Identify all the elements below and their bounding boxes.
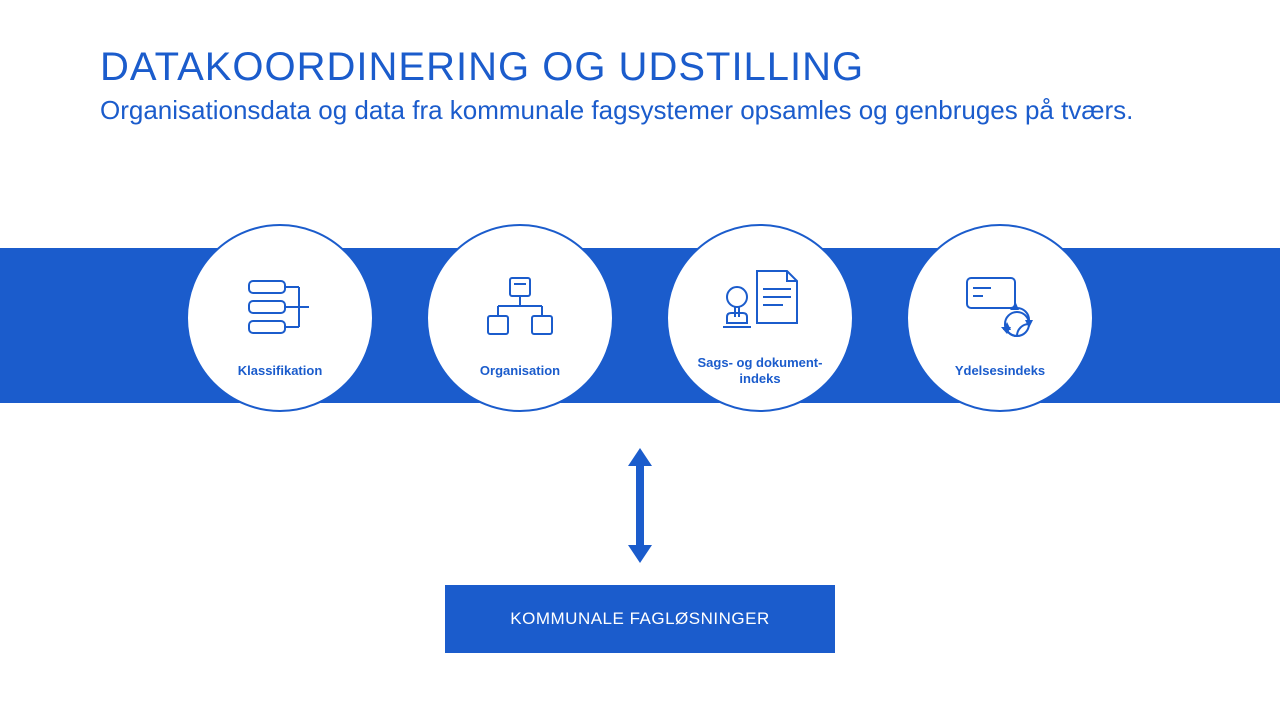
node-label: Organisation	[480, 363, 560, 379]
bottom-box-label: KOMMUNALE FAGLØSNINGER	[510, 609, 769, 629]
node-label: Ydelsesindeks	[955, 363, 1045, 379]
stamp-document-icon	[721, 259, 799, 339]
org-chart-icon	[484, 267, 556, 347]
node-sags-dokument: Sags- og dokument-indeks	[666, 224, 854, 412]
node-ydelsesindeks: Ydelsesindeks	[906, 224, 1094, 412]
node-klassifikation: Klassifikation	[186, 224, 374, 412]
bidirectional-arrow-icon	[625, 448, 655, 563]
bottom-box: KOMMUNALE FAGLØSNINGER	[445, 585, 835, 653]
page-title: DATAKOORDINERING OG UDSTILLING	[100, 45, 1180, 90]
card-refresh-icon	[963, 267, 1037, 347]
classification-icon	[247, 267, 313, 347]
page-subtitle: Organisationsdata og data fra kommunale …	[100, 94, 1180, 128]
node-row: Klassifikation Organisation	[0, 224, 1280, 412]
node-organisation: Organisation	[426, 224, 614, 412]
node-label: Klassifikation	[238, 363, 323, 379]
node-label: Sags- og dokument-indeks	[680, 355, 840, 388]
